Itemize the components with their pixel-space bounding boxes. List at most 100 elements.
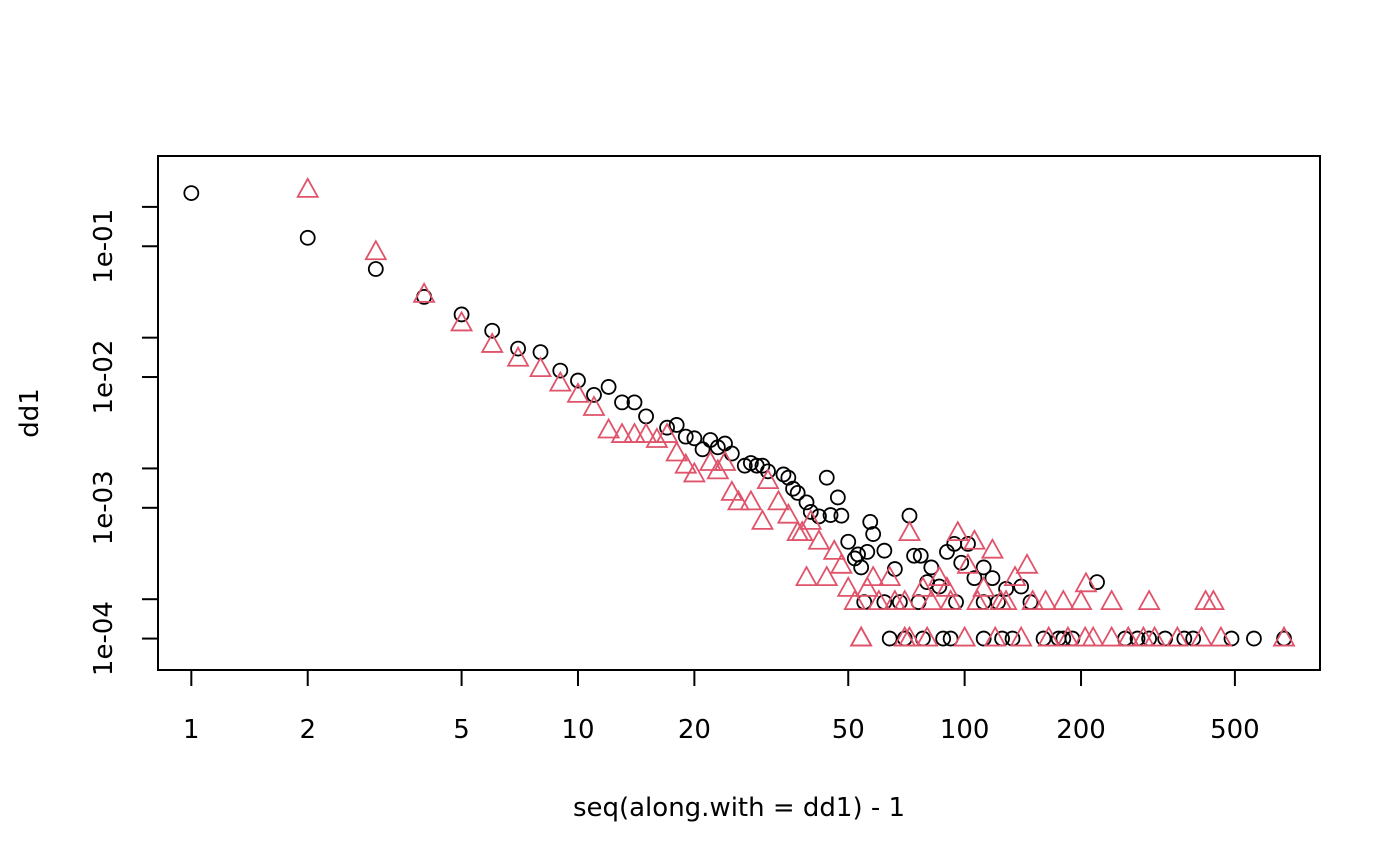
point-triangle [597,417,621,439]
point-circle [754,457,771,474]
x-axis-label: seq(along.with = dd1) - 1 [573,793,905,823]
point-circle [723,445,740,462]
point-circle [677,428,694,445]
point-triangle [634,422,658,443]
point-circle [829,489,846,506]
x-tick-label: 20 [678,715,711,745]
point-triangle [450,310,474,332]
point-triangle [548,370,572,392]
point-triangle [296,176,320,198]
point-circle [785,480,801,497]
point-triangle [897,625,922,647]
point-triangle [1009,625,1033,647]
point-triangle [983,625,1007,647]
point-circle [1013,578,1030,595]
point-circle [984,570,1001,587]
point-triangle [1051,589,1075,611]
point-triangle [893,589,917,611]
point-circle [798,494,815,511]
point-circle [367,261,384,277]
x-tick-label: 100 [940,715,990,745]
point-triangle [1015,552,1039,574]
point-circle [975,630,992,647]
point-triangle [1190,625,1214,647]
y-axis-label: dd1 [15,388,45,438]
point-circle [789,484,806,501]
point-triangle [962,528,986,550]
point-triangle [966,589,990,611]
point-triangle [994,589,1018,611]
point-triangle [756,468,780,490]
point-triangle [645,427,669,448]
point-triangle [698,450,722,471]
point-triangle [1081,625,1105,647]
point-triangle [878,565,902,587]
point-triangle [1037,625,1061,647]
point-triangle [739,489,763,511]
point-triangle [829,552,853,574]
point-triangle [799,509,823,530]
point-triangle [822,539,846,560]
point-triangle [939,589,963,611]
point-circle [859,544,876,560]
point-triangle [566,382,590,403]
point-triangle [1100,589,1124,611]
point-triangle [582,395,606,416]
point-circle [668,417,685,433]
point-circle [775,466,792,483]
point-circle [614,394,630,411]
point-triangle [919,589,943,611]
point-triangle [1131,625,1155,647]
point-triangle [972,575,996,597]
x-tick-label: 5 [453,715,470,745]
point-triangle [1100,625,1124,647]
point-circle [299,229,316,246]
point-triangle [1209,625,1233,647]
point-triangle [861,565,885,587]
point-triangle [1137,589,1161,611]
point-circle [966,570,983,587]
x-tick-label: 200 [1056,715,1106,745]
point-circle [881,630,898,647]
point-circle [862,514,879,530]
point-circle [822,507,839,523]
point-circle [1089,574,1105,591]
x-tick-label: 50 [832,715,865,745]
y-tick-label: 1e-04 [89,601,119,676]
point-circle [811,508,827,525]
point-circle [931,578,948,595]
point-triangle [766,489,790,511]
point-triangle [1003,565,1027,587]
point-triangle [790,520,814,542]
point-triangle [364,239,388,261]
plot-frame [157,155,1321,671]
point-triangle [911,575,935,597]
point-circle [975,559,992,576]
x-tick-label: 500 [1210,715,1260,745]
x-tick-label: 1 [183,715,200,745]
point-triangle [935,575,959,597]
point-triangle [953,625,977,647]
point-triangle [528,356,553,377]
point-triangle [807,528,831,550]
point-triangle [674,452,698,474]
point-triangle [1165,625,1189,647]
point-triangle [946,520,970,542]
point-triangle [980,537,1004,559]
point-circle [1276,630,1292,647]
point-triangle [506,345,530,367]
point-triangle [610,422,634,443]
point-triangle [849,625,873,647]
point-circle [453,306,470,323]
point-triangle [927,565,951,587]
point-triangle [1069,589,1093,611]
point-triangle [915,625,939,647]
point-circle [694,441,711,458]
point-triangle [776,502,800,524]
point-circle [686,430,703,447]
point-circle [570,372,586,389]
point-circle [876,542,893,559]
point-triangle [665,440,689,462]
point-circle [183,185,200,201]
